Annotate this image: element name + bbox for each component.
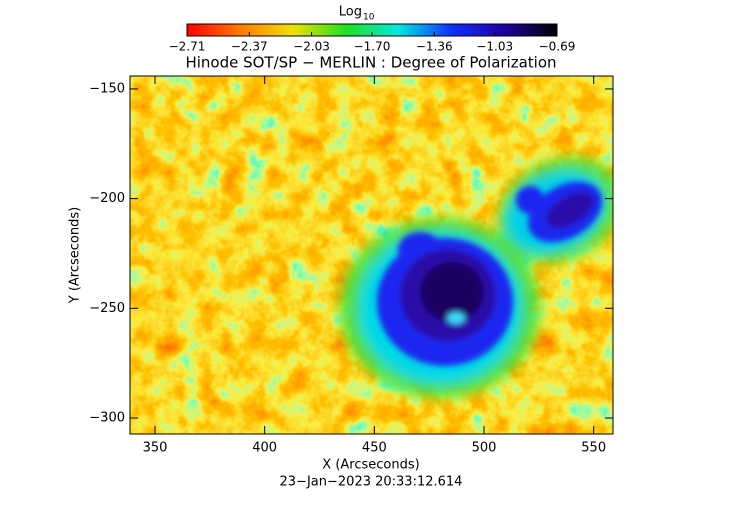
x-tick-label: 450 [362, 441, 387, 456]
x-tick-label: 550 [581, 441, 606, 456]
footer: 23−Jan−2023 20:33:12.614 [280, 475, 463, 490]
polarization-map [130, 76, 613, 434]
x-tick-label: 500 [472, 441, 497, 456]
y-tick-label: −250 [89, 301, 125, 316]
chart-title: Hinode SOT/SP − MERLIN : Degree of Polar… [185, 54, 556, 72]
colorbar-tick-label: −1.36 [416, 40, 453, 54]
colorbar-tick-label: −2.03 [293, 40, 330, 54]
colorbar-tick-label: −0.69 [539, 40, 576, 54]
y-axis-label: Y (Arcseconds) [68, 207, 83, 304]
plot-frame [129, 75, 614, 435]
colorbar-tick-label: −2.37 [231, 40, 268, 54]
colorbar-tick-label: −2.71 [169, 40, 206, 54]
y-tick-label: −200 [89, 191, 125, 206]
colorbar-title: Log [339, 5, 362, 20]
x-tick-label: 400 [252, 441, 277, 456]
y-tick-label: −150 [89, 81, 125, 96]
x-axis-label: X (Arcseconds) [322, 458, 419, 473]
colorbar-title-subscript: 10 [363, 13, 375, 23]
x-tick-label: 350 [143, 441, 168, 456]
colorbar-tick-label: −1.03 [476, 40, 513, 54]
y-tick-label: −300 [89, 410, 125, 425]
colorbar-tick-label: −1.70 [354, 40, 391, 54]
